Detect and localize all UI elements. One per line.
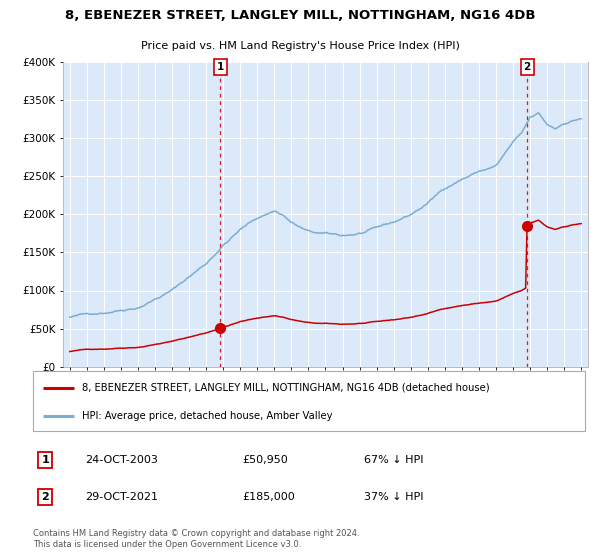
Text: 2: 2 (524, 62, 531, 72)
Text: Price paid vs. HM Land Registry's House Price Index (HPI): Price paid vs. HM Land Registry's House … (140, 41, 460, 52)
Text: 37% ↓ HPI: 37% ↓ HPI (364, 492, 424, 502)
Text: HPI: Average price, detached house, Amber Valley: HPI: Average price, detached house, Ambe… (82, 411, 332, 421)
Text: £50,950: £50,950 (243, 455, 289, 465)
FancyBboxPatch shape (33, 371, 585, 431)
Text: 24-OCT-2003: 24-OCT-2003 (85, 455, 158, 465)
Text: 29-OCT-2021: 29-OCT-2021 (85, 492, 158, 502)
Text: 8, EBENEZER STREET, LANGLEY MILL, NOTTINGHAM, NG16 4DB: 8, EBENEZER STREET, LANGLEY MILL, NOTTIN… (65, 8, 535, 22)
Text: Contains HM Land Registry data © Crown copyright and database right 2024.
This d: Contains HM Land Registry data © Crown c… (33, 529, 359, 549)
Text: £185,000: £185,000 (243, 492, 296, 502)
Text: 1: 1 (217, 62, 224, 72)
Text: 8, EBENEZER STREET, LANGLEY MILL, NOTTINGHAM, NG16 4DB (detached house): 8, EBENEZER STREET, LANGLEY MILL, NOTTIN… (82, 382, 489, 393)
Text: 1: 1 (41, 455, 49, 465)
Text: 2: 2 (41, 492, 49, 502)
Text: 67% ↓ HPI: 67% ↓ HPI (364, 455, 424, 465)
